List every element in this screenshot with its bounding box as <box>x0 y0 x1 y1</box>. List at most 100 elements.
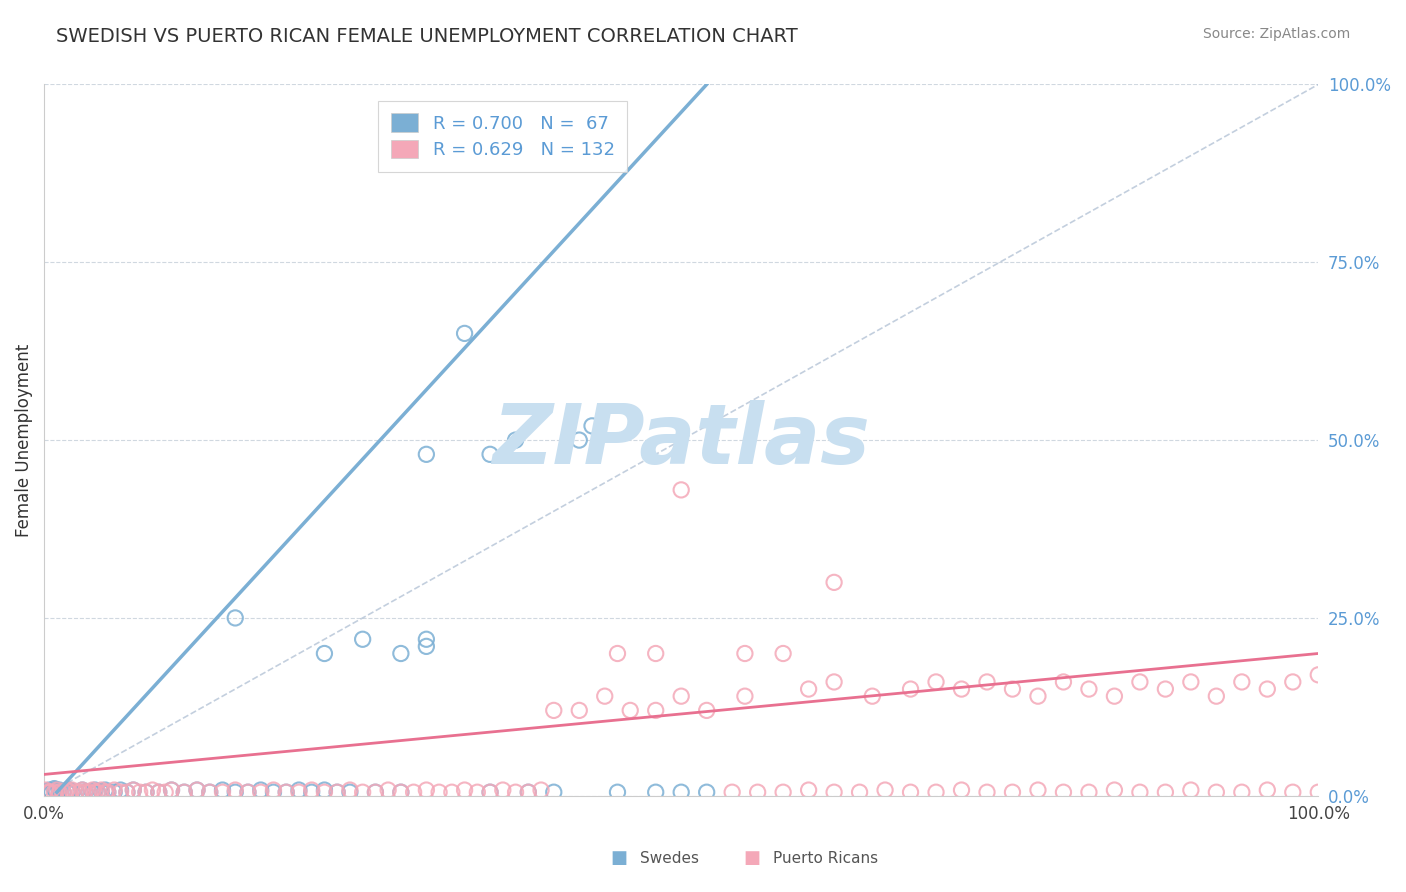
Point <box>110 783 132 797</box>
Point <box>60 783 83 797</box>
Point <box>128 785 150 799</box>
Point <box>211 783 233 797</box>
Point <box>97 785 120 799</box>
Point <box>153 785 176 799</box>
Point <box>211 785 233 799</box>
Point <box>198 785 221 799</box>
Point <box>115 785 138 799</box>
Point <box>543 703 565 717</box>
Point <box>479 785 502 799</box>
Point <box>41 785 63 799</box>
Point <box>38 785 60 799</box>
Point <box>1308 785 1330 799</box>
Point <box>644 703 666 717</box>
Point <box>148 785 170 799</box>
Point <box>1281 675 1303 690</box>
Point <box>173 785 195 799</box>
Point <box>734 647 756 661</box>
Point <box>97 785 120 799</box>
Point <box>747 785 769 799</box>
Point <box>122 783 145 797</box>
Point <box>45 785 67 799</box>
Point <box>39 785 62 799</box>
Point <box>492 783 515 797</box>
Point <box>135 785 157 799</box>
Point <box>568 703 591 717</box>
Point <box>1052 785 1074 799</box>
Point <box>37 785 59 799</box>
Point <box>581 418 603 433</box>
Point <box>236 785 259 799</box>
Point <box>517 785 540 799</box>
Point <box>415 640 437 654</box>
Point <box>823 785 845 799</box>
Point <box>1052 675 1074 690</box>
Point <box>314 785 336 799</box>
Point <box>1281 785 1303 799</box>
Point <box>56 785 79 799</box>
Point <box>1205 689 1227 703</box>
Point <box>721 785 744 799</box>
Point <box>415 783 437 797</box>
Point <box>925 675 948 690</box>
Point <box>619 703 641 717</box>
Point <box>82 785 104 799</box>
Point <box>94 785 117 799</box>
Point <box>45 783 67 797</box>
Text: Swedes: Swedes <box>640 851 699 865</box>
Point <box>1129 785 1152 799</box>
Point <box>103 783 125 797</box>
Point <box>479 785 502 799</box>
Point <box>823 675 845 690</box>
Point <box>1256 681 1278 696</box>
Point <box>236 785 259 799</box>
Point <box>1230 785 1253 799</box>
Point <box>77 785 100 799</box>
Point <box>976 675 998 690</box>
Point <box>224 783 246 797</box>
Point <box>1205 785 1227 799</box>
Legend: R = 0.700   N =  67, R = 0.629   N = 132: R = 0.700 N = 67, R = 0.629 N = 132 <box>378 101 627 172</box>
Point <box>288 785 311 799</box>
Text: Puerto Ricans: Puerto Ricans <box>773 851 879 865</box>
Point <box>326 785 349 799</box>
Point <box>39 785 62 799</box>
Point <box>568 433 591 447</box>
Point <box>352 632 374 647</box>
Point <box>198 785 221 799</box>
Point <box>1001 785 1024 799</box>
Point <box>135 785 157 799</box>
Point <box>34 785 56 799</box>
Point <box>900 785 922 799</box>
Point <box>1001 681 1024 696</box>
Point <box>696 703 718 717</box>
Point <box>301 783 323 797</box>
Point <box>453 326 475 341</box>
Point <box>90 783 112 797</box>
Point <box>873 783 896 797</box>
Point <box>65 785 87 799</box>
Point <box>77 785 100 799</box>
Point <box>848 785 870 799</box>
Point <box>543 785 565 799</box>
Point <box>1026 689 1049 703</box>
Point <box>72 783 94 797</box>
Point <box>52 785 75 799</box>
Point <box>86 785 108 799</box>
Point <box>389 785 412 799</box>
Point <box>352 785 374 799</box>
Point <box>90 785 112 799</box>
Text: ■: ■ <box>744 849 761 867</box>
Point <box>976 785 998 799</box>
Point <box>1129 675 1152 690</box>
Point <box>314 647 336 661</box>
Point <box>72 783 94 797</box>
Point <box>141 783 163 797</box>
Point <box>1104 689 1126 703</box>
Point <box>465 785 488 799</box>
Point <box>65 785 87 799</box>
Point <box>122 783 145 797</box>
Point <box>453 783 475 797</box>
Point <box>86 785 108 799</box>
Point <box>772 785 794 799</box>
